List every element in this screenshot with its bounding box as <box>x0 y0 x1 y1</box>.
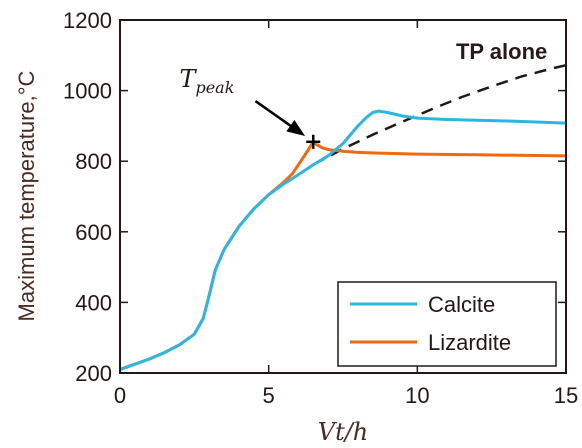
x-tick-label: 15 <box>554 383 578 408</box>
y-tick-label: 600 <box>75 220 112 245</box>
y-tick-label: 400 <box>75 290 112 315</box>
t-peak-subscript: peak <box>195 78 234 97</box>
series-calcite-line <box>120 109 566 371</box>
series-tp-alone-line <box>312 63 566 166</box>
x-axis-label: Vt/h <box>318 418 369 446</box>
y-tick-label: 200 <box>75 361 112 386</box>
y-tick-label: 800 <box>75 149 112 174</box>
legend-label-calcite: Calcite <box>428 292 495 317</box>
t-peak-arrow-head <box>286 119 306 137</box>
x-tick-label: 0 <box>114 383 126 408</box>
t-peak-label: Tpeak <box>179 65 234 97</box>
legend-label-lizardite: Lizardite <box>428 330 511 355</box>
plot-frame <box>119 19 567 374</box>
legend-box <box>337 281 557 367</box>
y-axis-label: Maximum temperature,°C <box>14 70 39 321</box>
y-tick-label: 1200 <box>63 8 112 33</box>
x-tick-label: 10 <box>405 383 429 408</box>
ticks-layer: 0 5 10 15 200 400 600 800 1000 1200 <box>63 8 578 408</box>
annotation-layer: TP alone Tpeak <box>179 39 547 149</box>
tp-alone-label: TP alone <box>456 39 547 64</box>
series-layer <box>120 63 566 371</box>
x-tick-label: 5 <box>263 383 275 408</box>
legend: Calcite Lizardite <box>337 281 557 367</box>
y-tick-label: 1000 <box>63 79 112 104</box>
